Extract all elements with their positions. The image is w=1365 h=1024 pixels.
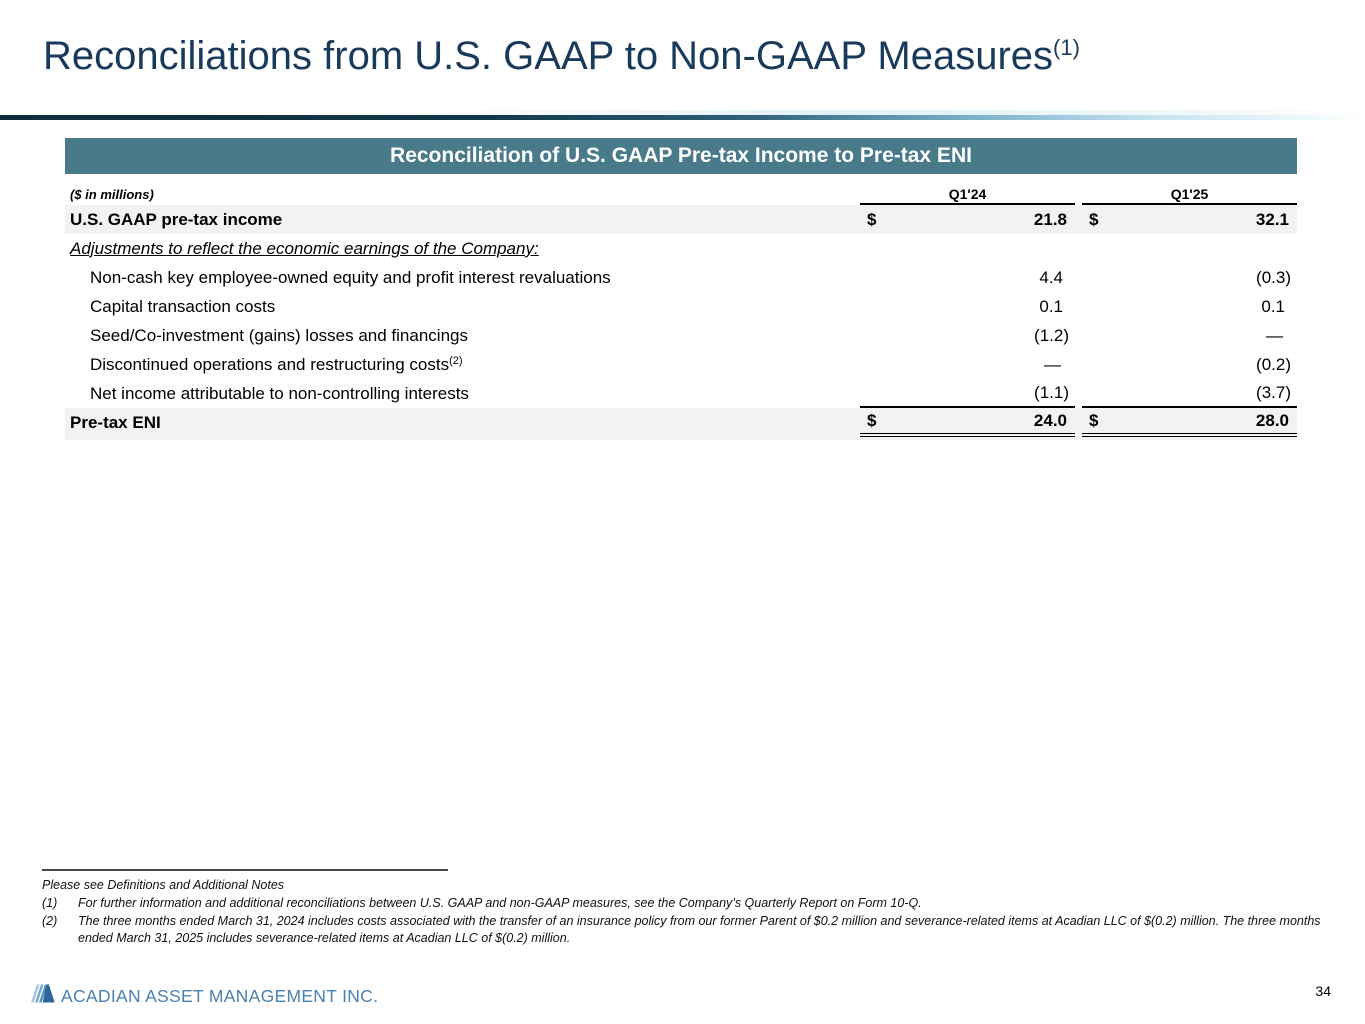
cell-q124: $ 21.8 [860, 205, 1075, 234]
cell-q125: (0.2) [1082, 350, 1297, 379]
column-header-q124: Q1'24 [860, 174, 1075, 205]
cell-q125: (0.3) [1082, 263, 1297, 292]
page-title: Reconciliations from U.S. GAAP to Non-GA… [43, 34, 1080, 79]
cell-value: (1.1) [1034, 382, 1069, 402]
cell-value: (1.2) [1034, 325, 1069, 345]
footnote-text: The three months ended March 31, 2024 in… [78, 913, 1321, 946]
cell-q124: (1.1) [860, 379, 1075, 408]
table-row-noncash-equity-revaluations: Non-cash key employee-owned equity and p… [65, 263, 1297, 292]
cell-value: 28.0 [1255, 410, 1289, 430]
table-row-pretax-eni: Pre-tax ENI $ 24.0 $ 28.0 [65, 408, 1297, 440]
row-label: U.S. GAAP pre-tax income [70, 209, 283, 229]
table-row-nci-net-income: Net income attributable to non-controlli… [65, 379, 1297, 408]
page-number: 34 [1315, 983, 1331, 999]
cell-value: 0.1 [1261, 296, 1285, 316]
table-title-band: Reconciliation of U.S. GAAP Pre-tax Inco… [65, 138, 1297, 174]
acadian-logo-icon [30, 982, 55, 1010]
cell-q124: 0.1 [860, 292, 1075, 321]
footnote-intro: Please see Definitions and Additional No… [42, 878, 285, 892]
footnote-1: (1) For further information and addition… [42, 895, 1342, 913]
cell-q125: 0.1 [1082, 292, 1297, 321]
cell-q125 [1082, 234, 1297, 263]
cell-value: — [1044, 354, 1061, 374]
cell-value: 32.1 [1255, 209, 1289, 229]
cell-q124: 4.4 [860, 263, 1075, 292]
footnote-text: For further information and additional r… [78, 895, 922, 910]
row-label: Discontinued operations and restructurin… [90, 354, 463, 374]
table-row-adjustments-heading: Adjustments to reflect the economic earn… [65, 234, 1297, 263]
footnote-marker: (2) [42, 913, 58, 928]
reconciliation-table: Reconciliation of U.S. GAAP Pre-tax Inco… [65, 138, 1297, 440]
cell-q124: (1.2) [860, 321, 1075, 350]
row-label: Net income attributable to non-controlli… [90, 383, 469, 403]
cell-value: (3.7) [1256, 382, 1291, 402]
row-label: Capital transaction costs [90, 296, 276, 316]
cell-q124: $ 24.0 [860, 408, 1075, 437]
row-label: Adjustments to reflect the economic earn… [70, 238, 539, 258]
cell-value: (0.2) [1256, 354, 1291, 374]
footnote-2: (2) The three months ended March 31, 202… [42, 913, 1342, 949]
cell-q125: (3.7) [1082, 379, 1297, 408]
cell-q125: $ 28.0 [1082, 408, 1297, 437]
row-label: Seed/Co-investment (gains) losses and fi… [90, 325, 468, 345]
dollar-sign: $ [1089, 410, 1099, 430]
cell-q124: — [860, 350, 1075, 379]
units-label: ($ in millions) [70, 187, 154, 202]
cell-value: 0.1 [1039, 296, 1063, 316]
dollar-sign: $ [1089, 209, 1099, 229]
table-row-capital-transaction-costs: Capital transaction costs 0.1 0.1 [65, 292, 1297, 321]
column-header-q125: Q1'25 [1082, 174, 1297, 205]
table-row-discontinued-operations: Discontinued operations and restructurin… [65, 350, 1297, 379]
title-rule [0, 115, 1365, 120]
dollar-sign: $ [867, 209, 877, 229]
footnote-divider [42, 869, 448, 871]
row-label: Non-cash key employee-owned equity and p… [90, 267, 611, 287]
dollar-sign: $ [867, 410, 877, 430]
table-row-gaap-pretax-income: U.S. GAAP pre-tax income $ 21.8 $ 32.1 [65, 205, 1297, 234]
footnotes: Please see Definitions and Additional No… [42, 869, 1342, 948]
cell-q124 [860, 234, 1075, 263]
cell-q125: $ 32.1 [1082, 205, 1297, 234]
cell-value: 21.8 [1033, 209, 1067, 229]
cell-value: (0.3) [1256, 267, 1291, 287]
cell-q125: — [1082, 321, 1297, 350]
title-rule-glow [0, 110, 1365, 115]
company-name: ACADIAN ASSET MANAGEMENT INC. [61, 985, 379, 1006]
cell-value: — [1266, 325, 1283, 345]
footer-brand: ACADIAN ASSET MANAGEMENT INC. [30, 982, 378, 1010]
row-label: Pre-tax ENI [70, 412, 161, 432]
cell-value: 24.0 [1033, 410, 1067, 430]
row-footnote-marker: (2) [449, 354, 463, 367]
cell-value: 4.4 [1039, 267, 1063, 287]
title-footnote-marker: (1) [1053, 35, 1080, 60]
table-row-seed-coinvestment: Seed/Co-investment (gains) losses and fi… [65, 321, 1297, 350]
page-title-text: Reconciliations from U.S. GAAP to Non-GA… [43, 34, 1054, 78]
footnote-marker: (1) [42, 895, 58, 910]
column-header-row: ($ in millions) Q1'24 Q1'25 [65, 174, 1297, 205]
